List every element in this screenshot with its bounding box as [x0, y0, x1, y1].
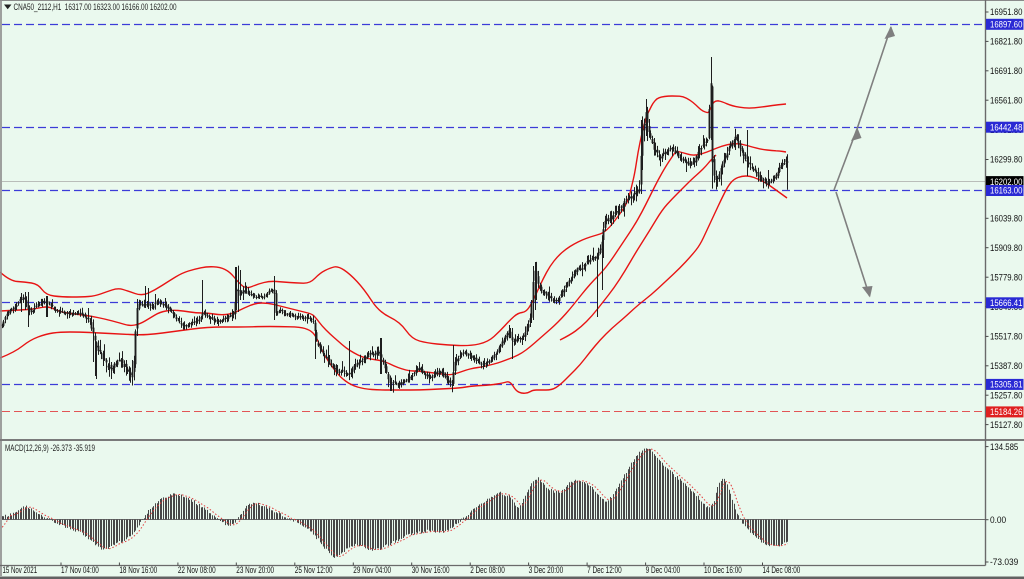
- svg-text:15127.80: 15127.80: [990, 420, 1022, 430]
- svg-text:16039.80: 16039.80: [990, 214, 1022, 224]
- svg-text:16442.48: 16442.48: [990, 122, 1022, 132]
- svg-text:16897.60: 16897.60: [990, 20, 1022, 30]
- svg-text:15517.80: 15517.80: [990, 332, 1022, 342]
- svg-text:3 Dec 20:00: 3 Dec 20:00: [529, 565, 564, 575]
- svg-text:15387.80: 15387.80: [990, 361, 1022, 371]
- svg-text:9 Dec 04:00: 9 Dec 04:00: [646, 565, 681, 575]
- svg-text:16561.80: 16561.80: [990, 95, 1022, 105]
- svg-text:22 Nov 08:00: 22 Nov 08:00: [178, 565, 216, 575]
- svg-text:CNA50_2112,H1 16317.00 16323.: CNA50_2112,H1 16317.00 16323.00 16166.00…: [14, 2, 177, 12]
- svg-text:MACD(12,26,9) -26.373 -35.919: MACD(12,26,9) -26.373 -35.919: [5, 443, 95, 453]
- svg-text:7 Dec 12:00: 7 Dec 12:00: [587, 565, 622, 575]
- svg-text:17 Nov 04:00: 17 Nov 04:00: [61, 565, 99, 575]
- svg-text:0.00: 0.00: [990, 515, 1006, 525]
- svg-text:134.585: 134.585: [990, 442, 1018, 452]
- svg-text:25 Nov 12:00: 25 Nov 12:00: [295, 565, 333, 575]
- svg-text:10 Dec 16:00: 10 Dec 16:00: [704, 565, 742, 575]
- svg-text:15909.80: 15909.80: [990, 243, 1022, 253]
- svg-text:15779.80: 15779.80: [990, 272, 1022, 282]
- svg-text:23 Nov 20:00: 23 Nov 20:00: [236, 565, 274, 575]
- svg-text:16299.80: 16299.80: [990, 155, 1022, 165]
- svg-text:14 Dec 08:00: 14 Dec 08:00: [763, 565, 801, 575]
- svg-text:15184.26: 15184.26: [990, 407, 1022, 417]
- svg-text:-73.039: -73.039: [990, 557, 1018, 567]
- svg-text:15 Nov 2021: 15 Nov 2021: [3, 565, 38, 575]
- svg-text:16951.80: 16951.80: [990, 7, 1022, 17]
- svg-text:29 Nov 04:00: 29 Nov 04:00: [353, 565, 391, 575]
- svg-text:30 Nov 16:00: 30 Nov 16:00: [412, 565, 450, 575]
- svg-text:15666.41: 15666.41: [990, 298, 1022, 308]
- svg-text:2 Dec 08:00: 2 Dec 08:00: [470, 565, 505, 575]
- svg-text:16691.80: 16691.80: [990, 66, 1022, 76]
- svg-text:15305.81: 15305.81: [990, 380, 1022, 390]
- svg-text:16202.00: 16202.00: [990, 177, 1022, 187]
- svg-text:16821.80: 16821.80: [990, 37, 1022, 47]
- svg-text:18 Nov 16:00: 18 Nov 16:00: [119, 565, 157, 575]
- svg-text:15257.80: 15257.80: [990, 390, 1022, 400]
- svg-text:16163.00: 16163.00: [990, 186, 1022, 196]
